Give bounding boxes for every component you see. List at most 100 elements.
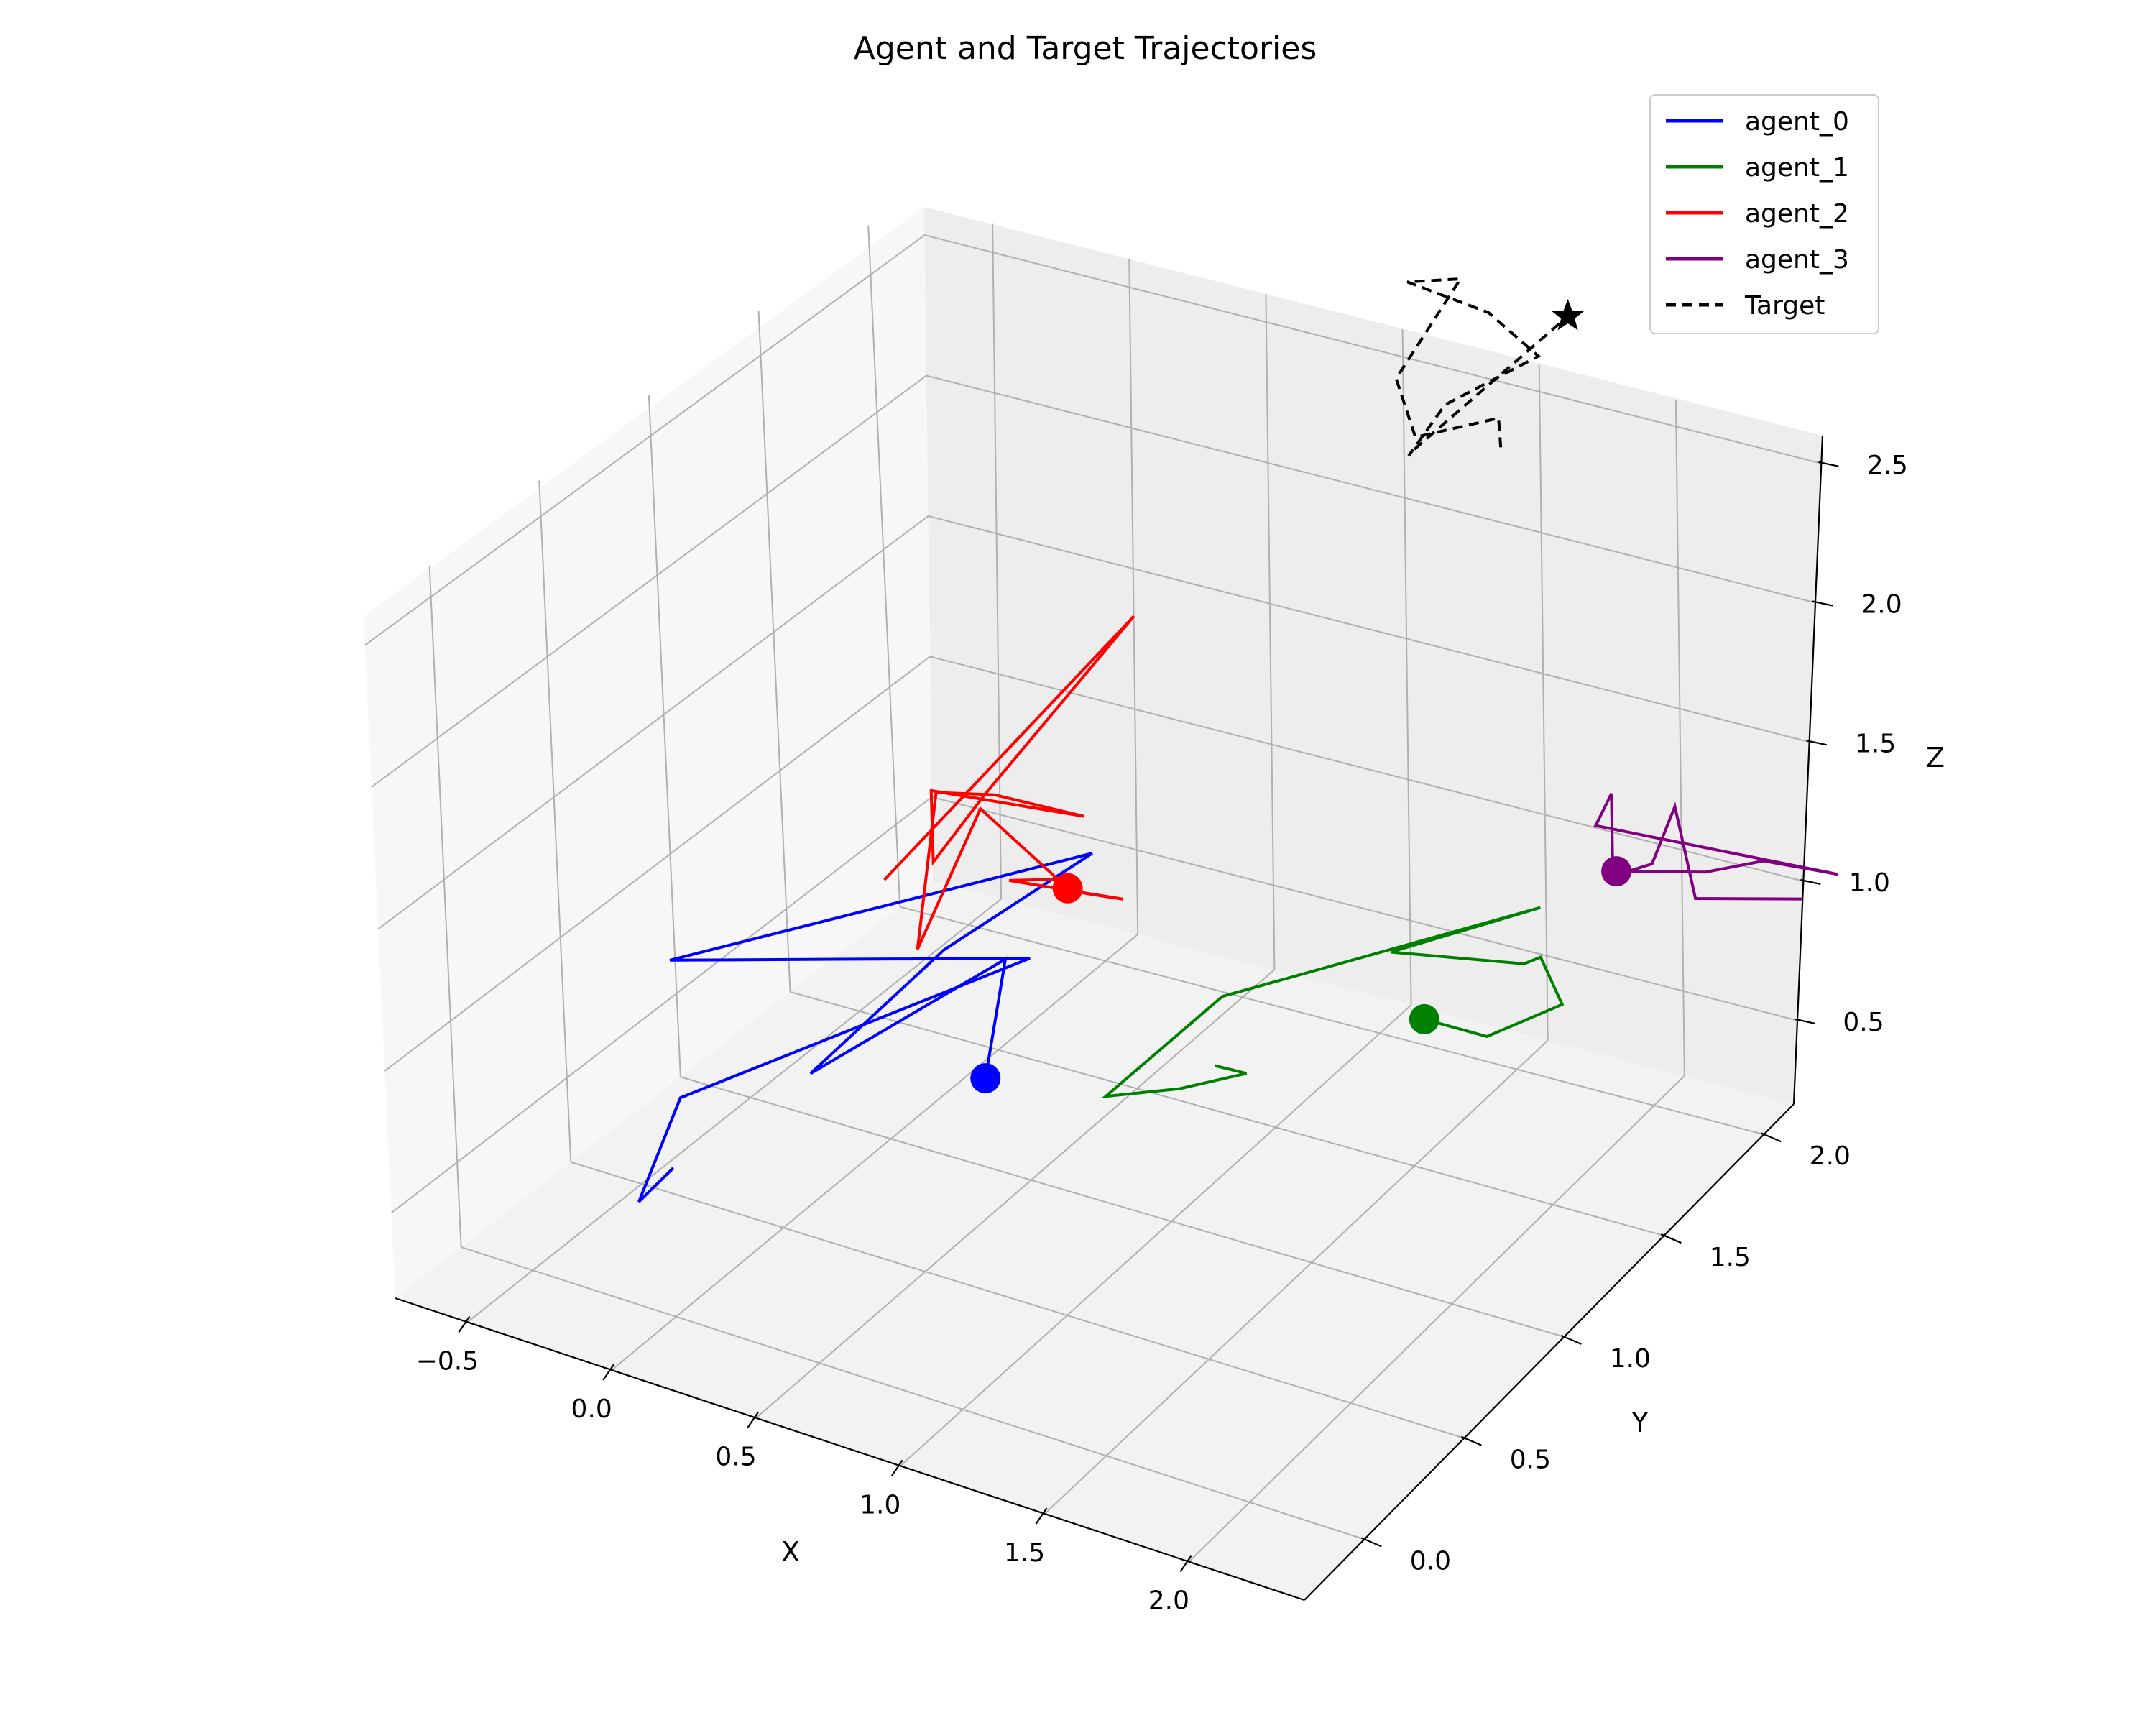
y-tick-label: 1.5 [1710,1243,1751,1272]
z-tick-label: 2.5 [1867,451,1908,480]
axis-lines [395,435,1824,1601]
x-gridline-floor [466,898,1002,1323]
x-gridline-floor [900,1004,1412,1467]
x-gridline-back [1265,294,1276,970]
z-tick [1794,1018,1815,1024]
trajectory-agent_2 [883,615,1135,950]
legend-item: agent_3 [1666,245,1849,275]
start-marker-agent_1 [1409,1003,1439,1034]
z-gridline [377,515,1810,930]
z-axis-line [1792,435,1824,1105]
legend-label: agent_2 [1745,199,1849,229]
y-tick [1660,1233,1682,1244]
y-gridline-floor [790,991,1664,1237]
legend-item: agent_2 [1666,199,1849,229]
y-tick-label: 1.0 [1610,1344,1651,1374]
legend-frame [1649,94,1879,334]
x-tick-label: 0.0 [571,1394,612,1424]
x-gridline-back [1128,258,1139,934]
pane-back [924,207,1823,1104]
z-tick [1818,461,1839,467]
x-gridline-back [992,223,1003,899]
x-gridline-floor [755,969,1276,1419]
y-tick [1460,1435,1482,1446]
legend-label: agent_1 [1745,153,1849,183]
y-tick-label: 2.0 [1810,1141,1851,1171]
y-gridline-left [867,225,901,907]
y-gridline-floor [570,1161,1465,1439]
trajectory-agent_0 [637,852,1093,1203]
pane-floor [395,881,1794,1600]
chart-title: Agent and Target Trajectories [854,30,1317,67]
legend-item: agent_0 [1666,107,1849,137]
pane-left [364,207,933,1298]
z-axis-label: Z [1926,742,1945,773]
series-agent_3 [1593,793,1839,901]
y-gridline-left [538,480,572,1162]
x-gridline-floor [1188,1075,1685,1563]
legend-label: Target [1744,291,1825,321]
trajectory-Target [1394,277,1569,457]
y-tick [1760,1132,1782,1143]
series-Target [1394,277,1585,457]
x-tick-label: 0.5 [715,1443,756,1472]
y-axis-label: Y [1631,1407,1649,1438]
z-gridline [364,234,1822,646]
y-tick [1560,1334,1582,1345]
legend-item: agent_1 [1666,153,1849,183]
z-tick-label: 1.5 [1855,729,1896,758]
x-gridline-floor [611,934,1138,1371]
x-axis-label: X [781,1536,800,1568]
y-gridline-left [648,395,681,1077]
x-gridline-back [1401,329,1412,1006]
x-gridline-back [1674,400,1685,1076]
y-gridline-left [428,565,462,1248]
x-tick-label: −0.5 [416,1346,479,1376]
trajectory-agent_3 [1593,793,1839,901]
x-gridline-floor [1044,1039,1549,1515]
z-tick-label: 1.0 [1849,868,1890,898]
z-tick-label: 2.0 [1861,590,1902,620]
axes-panes [364,207,1823,1600]
series-layer [637,277,1839,1203]
y-tick-label: 0.0 [1410,1547,1451,1576]
x-tick [1035,1507,1048,1525]
start-marker-agent_2 [1052,873,1083,904]
y-gridline-floor [899,906,1764,1136]
x-tick-label: 2.0 [1148,1586,1189,1616]
z-tick [1812,600,1833,607]
legend-item: Target [1666,291,1825,321]
z-gridline [371,374,1816,788]
x-tick-label: 1.5 [1004,1538,1045,1568]
z-gridline [384,656,1804,1072]
series-agent_2 [883,615,1135,950]
x-gridline-back [1538,364,1549,1041]
end-marker-Target [1551,299,1585,331]
y-axis-line [1304,1103,1795,1601]
legend-label: agent_0 [1745,107,1849,137]
y-gridline-left [757,310,791,992]
gridlines [364,223,1822,1563]
z-tick [1806,740,1827,746]
series-agent_0 [637,852,1093,1203]
start-marker-agent_3 [1601,856,1632,887]
z-tick-label: 0.5 [1843,1008,1884,1037]
x-tick [458,1315,471,1333]
x-tick [602,1364,615,1381]
axis-ticks: −0.5 0.0 0.5 1.0 1.5 2.0 0.0 0.5 1.0 1.5 2.0 0.5 1.0… [416,451,1908,1616]
x-axis-line [395,1297,1305,1601]
y-gridline-floor [680,1076,1565,1338]
x-tick [747,1412,759,1429]
start-marker-agent_0 [970,1063,1001,1094]
y-tick-label: 0.5 [1510,1446,1551,1475]
y-tick [1360,1537,1382,1548]
z-tick [1800,878,1821,886]
y-gridline-floor [461,1246,1365,1540]
legend: agent_0 agent_1 agent_2 agent_3 Target [1649,94,1879,334]
x-tick [1179,1555,1192,1573]
legend-label: agent_3 [1745,245,1849,275]
x-tick-label: 1.0 [860,1490,900,1520]
trajectory-agent_1 [1101,906,1565,1098]
